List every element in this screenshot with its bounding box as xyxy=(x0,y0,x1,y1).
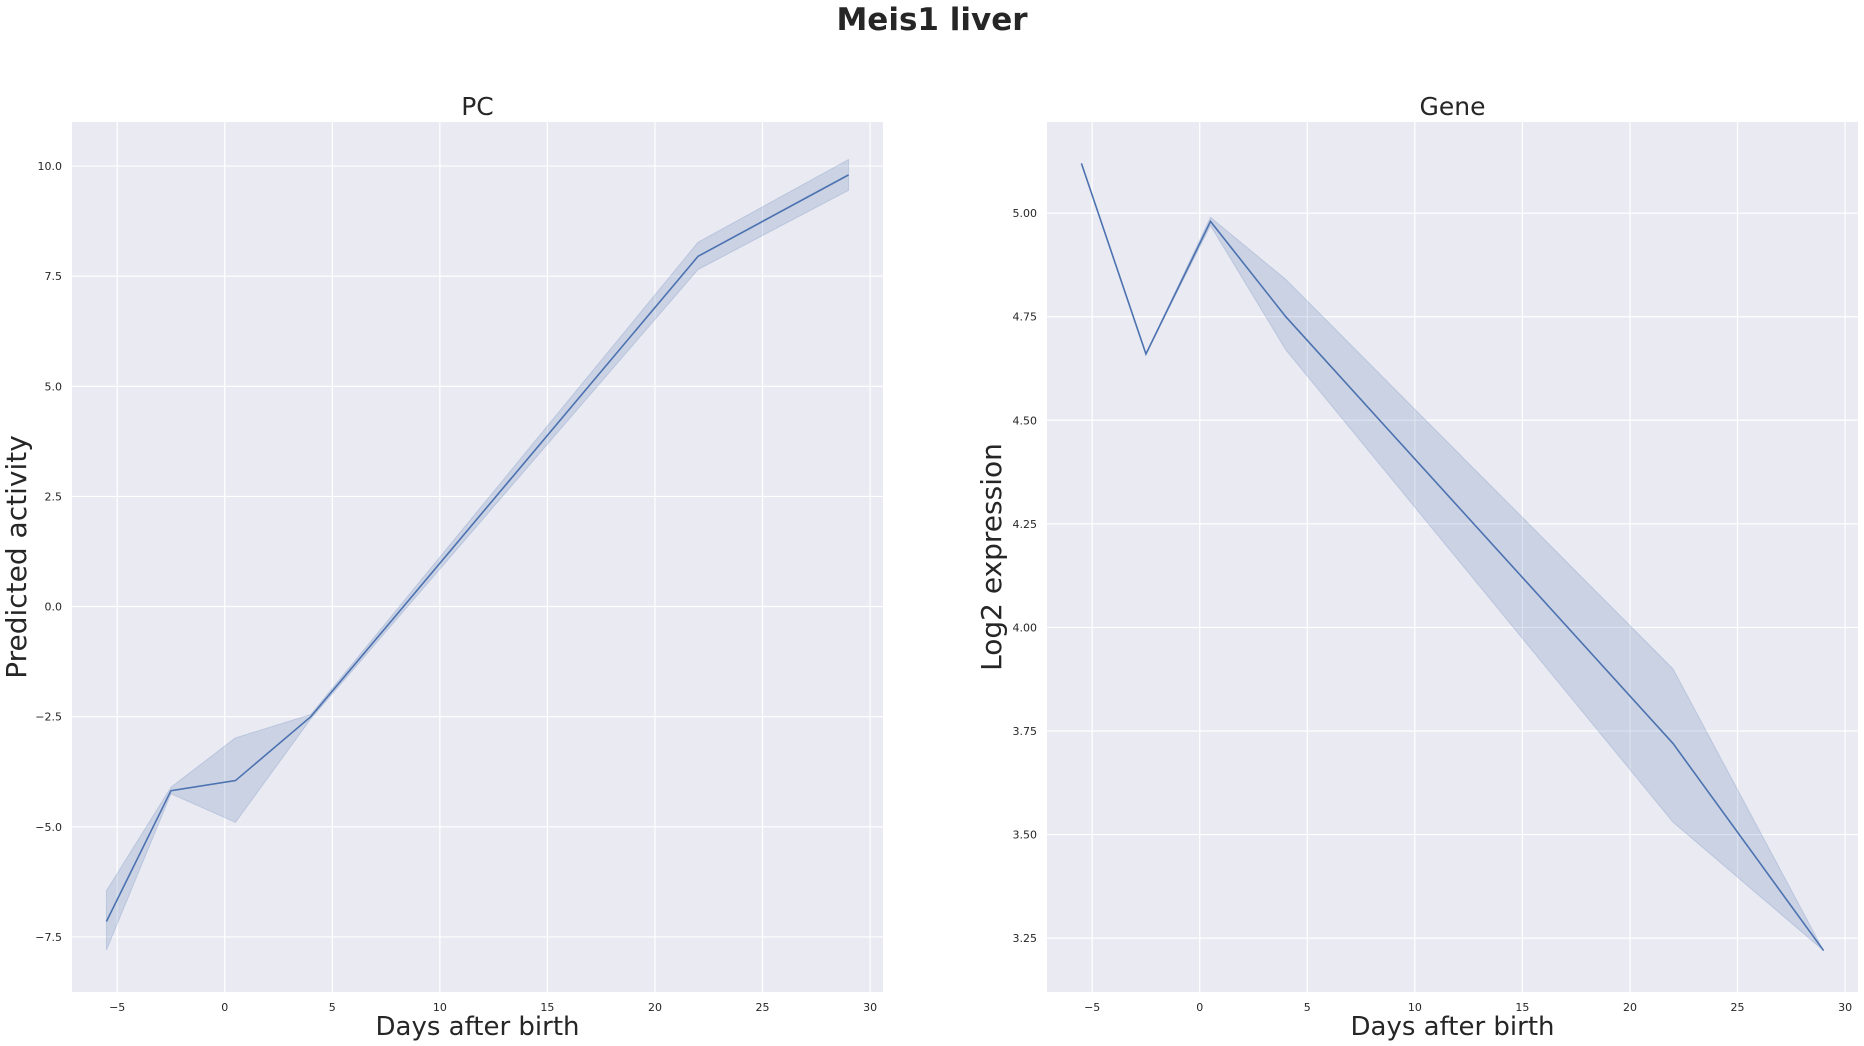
y-tick-label: 4.00 xyxy=(1013,621,1038,634)
y-tick-label: 5.00 xyxy=(1013,207,1038,220)
x-tick-label: 20 xyxy=(1623,1001,1637,1014)
y-tick-label: 2.5 xyxy=(45,490,63,503)
y-tick-label: 4.50 xyxy=(1013,414,1038,427)
x-tick-label: 25 xyxy=(1731,1001,1745,1014)
x-axis-label: Days after birth xyxy=(1350,1012,1554,1042)
x-tick-label: 30 xyxy=(863,1001,877,1014)
y-tick-label: 4.25 xyxy=(1013,518,1038,531)
data-point xyxy=(310,716,312,718)
data-point xyxy=(848,174,850,176)
x-tick-label: 25 xyxy=(756,1001,770,1014)
plot-area xyxy=(72,122,883,992)
data-point xyxy=(1145,353,1147,355)
y-tick-label: −5.0 xyxy=(35,821,62,834)
y-tick-label: 5.0 xyxy=(45,380,63,393)
x-tick-label: 10 xyxy=(1408,1001,1422,1014)
plot-area xyxy=(1047,122,1858,992)
y-axis-label: Predicted activity xyxy=(0,435,33,679)
x-tick-label: 5 xyxy=(1304,1001,1311,1014)
subplot-title: Gene xyxy=(1420,92,1486,121)
y-tick-label: −7.5 xyxy=(35,931,62,944)
data-point xyxy=(234,780,236,782)
x-tick-label: 30 xyxy=(1838,1001,1852,1014)
subplot-title: PC xyxy=(461,92,494,121)
data-point xyxy=(105,921,107,923)
x-tick-label: 20 xyxy=(648,1001,662,1014)
x-tick-label: 15 xyxy=(540,1001,554,1014)
confidence-band xyxy=(105,158,850,951)
series-line xyxy=(105,174,849,922)
chart-panel-pc: −5 0 5 10 15 20 25 30 −7.5 −5.0 −2.5 0.0 2.5 5.0 7.5 10… xyxy=(0,92,883,1042)
data-point xyxy=(1672,742,1674,744)
y-tick-label: 0.0 xyxy=(45,601,63,614)
data-point xyxy=(1080,162,1082,164)
x-tick-label: −5 xyxy=(1084,1001,1100,1014)
y-tick-label: 7.5 xyxy=(45,270,63,283)
y-tick-label: 3.75 xyxy=(1013,725,1038,738)
data-point xyxy=(1285,316,1287,318)
y-tick-label: 3.25 xyxy=(1013,932,1038,945)
figure-title: Meis1 liver xyxy=(836,2,1028,38)
y-tick-label: −2.5 xyxy=(35,711,62,724)
data-point xyxy=(697,255,699,257)
x-tick-label: 5 xyxy=(329,1001,336,1014)
chart-panel-gene: −5 0 5 10 15 20 25 30 3.25 3.50 3.75 4.00 4.25 4.50 4.… xyxy=(975,92,1858,1042)
y-tick-label: 10.0 xyxy=(38,160,63,173)
data-point xyxy=(170,790,172,792)
x-tick-label: −5 xyxy=(109,1001,125,1014)
y-tick-label: 3.50 xyxy=(1013,829,1038,842)
y-tick-label: 4.75 xyxy=(1013,311,1038,324)
data-point xyxy=(1209,220,1211,222)
x-tick-label: 10 xyxy=(433,1001,447,1014)
data-point xyxy=(1823,950,1825,952)
x-tick-label: 0 xyxy=(1196,1001,1203,1014)
y-axis-label: Log2 expression xyxy=(975,443,1008,671)
x-axis-label: Days after birth xyxy=(375,1012,579,1042)
x-tick-label: 15 xyxy=(1515,1001,1529,1014)
series-line xyxy=(1080,163,1825,952)
x-tick-label: 0 xyxy=(221,1001,228,1014)
